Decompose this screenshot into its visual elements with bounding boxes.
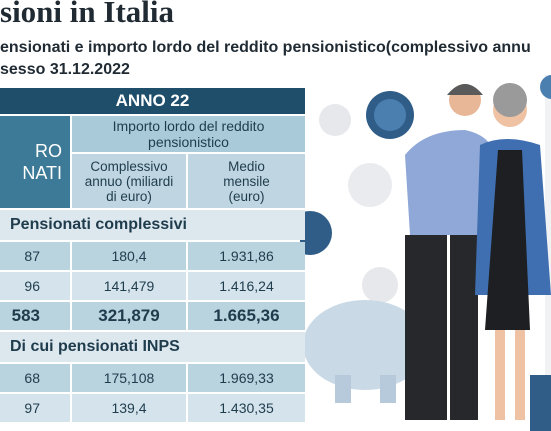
table-cell: 68: [0, 364, 70, 392]
table-cell: 139,4: [72, 394, 186, 422]
table-cell: 1.430,35: [188, 394, 305, 422]
subtitle: ensionati e importo lordo del reddito pe…: [0, 39, 531, 56]
group-header: Importo lordo del reddito pensionistico: [72, 116, 305, 152]
column-header: Medio mensile (euro): [188, 154, 305, 208]
table-cell: 583: [0, 302, 70, 330]
first-column-header: RO NATI: [0, 116, 70, 208]
column-header: Complessivo annuo (miliardi di euro): [72, 154, 186, 208]
coin: [362, 267, 398, 303]
woman-leg: [515, 330, 525, 420]
table-cell: 175,108: [72, 364, 186, 392]
coin: [374, 99, 406, 131]
table-cell: 1.969,33: [188, 364, 305, 392]
section-header: Di cui pensionati INPS: [0, 332, 305, 362]
woman-hair: [493, 83, 527, 117]
subtitle: sesso 31.12.2022: [0, 61, 130, 78]
art-edge: [545, 75, 551, 431]
illustration: [300, 75, 551, 431]
woman-leg: [495, 330, 505, 420]
first-column-label: NATI: [22, 163, 62, 183]
coin: [348, 163, 392, 207]
piggy-leg: [380, 375, 396, 403]
piggy-leg: [335, 375, 351, 403]
table-cell: 97: [0, 394, 70, 422]
coin-stack: [530, 375, 551, 431]
first-column-label: RO: [35, 141, 62, 161]
table-cell: 1.931,86: [188, 242, 305, 270]
table-cell: 321,879: [72, 302, 186, 330]
bubble: [540, 75, 551, 99]
coin: [300, 211, 332, 255]
year-header: ANNO 22: [0, 88, 305, 114]
coin: [319, 104, 351, 136]
section-header: Pensionati complessivi: [0, 210, 305, 240]
man-leg: [405, 235, 447, 420]
man-leg: [450, 235, 478, 420]
table-cell: 180,4: [72, 242, 186, 270]
piggy-bank: [303, 300, 427, 390]
man-hair: [447, 84, 483, 95]
table-cell: 87: [0, 242, 70, 270]
table-cell: 1.665,36: [188, 302, 305, 330]
table-cell: 1.416,24: [188, 272, 305, 300]
table-cell: 96: [0, 272, 70, 300]
title: sioni in Italia: [0, 0, 174, 29]
table-cell: 141,479: [72, 272, 186, 300]
man-shirt: [405, 130, 495, 235]
woman-dress: [485, 150, 530, 330]
